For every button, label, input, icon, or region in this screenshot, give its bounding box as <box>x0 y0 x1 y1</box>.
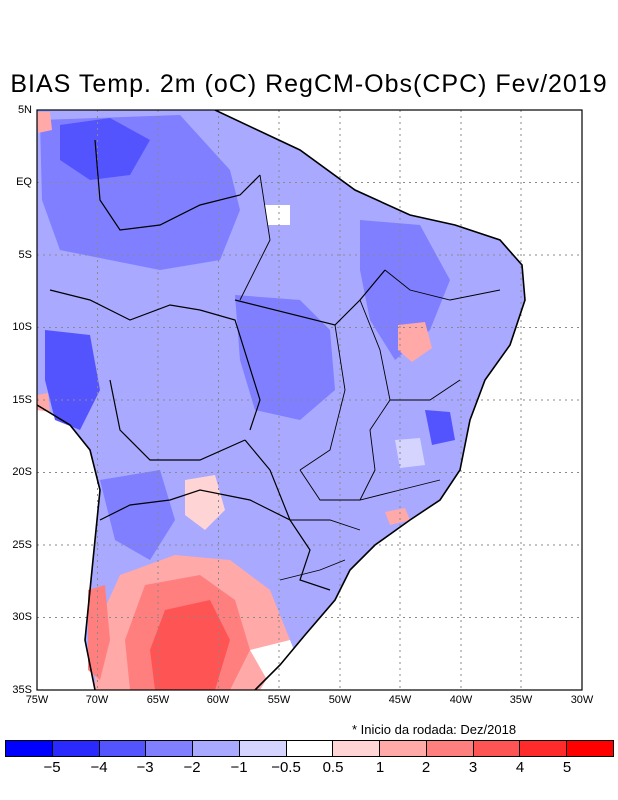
colorbar-swatch <box>99 741 147 756</box>
red-chaco <box>185 475 225 530</box>
lon-label: 50W <box>328 694 352 706</box>
lon-label: 45W <box>388 694 412 706</box>
colorbar-swatch <box>567 741 613 756</box>
blue-core-se <box>425 410 455 445</box>
red-west-andes <box>88 585 110 680</box>
colorbar-label: −3 <box>136 759 154 776</box>
colorbar-swatch <box>380 741 427 756</box>
colorbar-label: −4 <box>90 759 108 776</box>
red-south-hot <box>150 600 230 690</box>
colorbar-swatch <box>239 741 287 756</box>
colorbar-label: 0.5 <box>322 759 344 776</box>
lat-label: 20S <box>12 466 32 478</box>
lat-label: 35S <box>12 684 32 696</box>
coastline <box>37 110 526 690</box>
colorbar-label: −0.5 <box>271 759 301 776</box>
colorbar-label: 3 <box>468 759 478 776</box>
neutral-patch-3 <box>250 640 300 685</box>
lon-label: 75W <box>25 694 49 706</box>
blue-core-nw <box>60 118 150 180</box>
colorbar-label: 4 <box>515 759 525 776</box>
neutral-patch-2 <box>395 438 425 468</box>
neutral-patch-1 <box>265 205 290 225</box>
lat-label: 5N <box>17 104 32 116</box>
blue-paraguay <box>100 470 175 560</box>
red-rj <box>385 508 410 525</box>
colorbar-swatch <box>473 741 521 756</box>
lat-label: 30S <box>12 611 32 623</box>
country-borders <box>49 139 386 591</box>
red-bahia <box>398 322 432 362</box>
lat-label: EQ <box>16 176 32 188</box>
lon-label: 40W <box>449 694 473 706</box>
colorbar-label: −2 <box>183 759 201 776</box>
blue-core-center <box>235 295 335 420</box>
colorbar-swatch <box>333 741 381 756</box>
colorbar-swatch <box>426 741 474 756</box>
colorbar-swatch <box>193 741 240 756</box>
colorbar-label: 1 <box>375 759 385 776</box>
blue-core-west <box>45 330 100 430</box>
colorbar-label: −1 <box>230 759 248 776</box>
lat-label: 5S <box>18 249 32 261</box>
lon-label: 35W <box>509 694 533 706</box>
grid-lines <box>37 110 582 690</box>
colorbar-swatch <box>52 741 100 756</box>
colorbar-swatch <box>146 741 194 756</box>
lat-label: 10S <box>12 321 32 333</box>
state-borders <box>239 174 501 581</box>
colorbar-swatch <box>286 741 334 756</box>
colorbar-swatch <box>520 741 568 756</box>
lat-label: 25S <box>12 539 32 551</box>
lon-label: 60W <box>206 694 230 706</box>
lon-label: 30W <box>570 694 594 706</box>
colorbar-label: 2 <box>421 759 431 776</box>
lon-label: 65W <box>146 694 170 706</box>
lon-label: 55W <box>267 694 291 706</box>
colorbar-label: −5 <box>43 759 61 776</box>
map-title: BIAS Temp. 2m (oC) RegCM-Obs(CPC) Fev/20… <box>10 70 608 98</box>
colorbar-label: 5 <box>562 759 572 776</box>
lat-label: 15S <box>12 394 32 406</box>
run-start-note: * Inicio da rodada: Dez/2018 <box>352 722 517 737</box>
lon-label: 70W <box>85 694 109 706</box>
colorbar-swatch <box>6 741 53 756</box>
red-nw-corner <box>37 112 52 133</box>
colorbar <box>5 740 614 757</box>
